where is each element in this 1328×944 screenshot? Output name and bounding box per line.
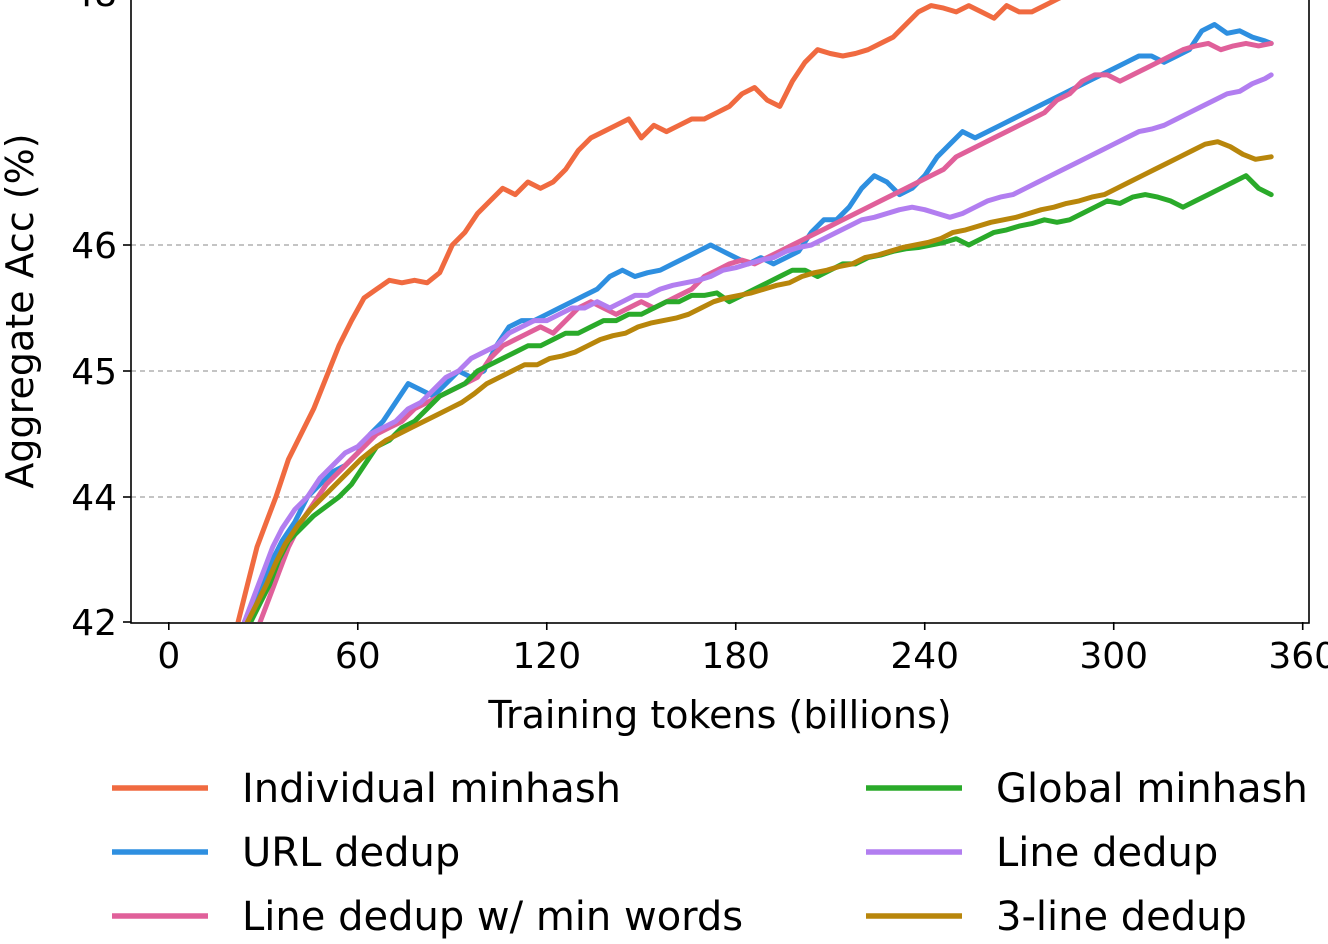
y-tick-label: 48 (71, 0, 117, 15)
x-axis: 0 60 120 180 240 300 360 (157, 622, 1328, 677)
y-axis-label: Aggregate Acc (%) (0, 133, 42, 488)
y-tick-label: 46 (71, 226, 117, 267)
x-tick-label: 180 (701, 636, 770, 677)
x-tick-label: 360 (1268, 636, 1328, 677)
x-tick-label: 240 (890, 636, 959, 677)
x-tick-label: 60 (335, 636, 381, 677)
x-tick-label: 120 (512, 636, 581, 677)
series-line-4 (241, 72, 1274, 622)
plot-area (235, 0, 1274, 622)
legend-label-0: Individual minhash (242, 766, 621, 812)
grid-lines (131, 244, 1309, 498)
x-tick-label: 0 (157, 636, 180, 677)
series-line-2 (257, 40, 1274, 622)
x-axis-label: Training tokens (billions) (487, 693, 951, 737)
y-axis: 42 44 45 46 48 (71, 0, 131, 644)
y-tick-label: 45 (71, 352, 117, 393)
x-tick-label: 300 (1079, 636, 1148, 677)
series-line-1 (241, 22, 1274, 622)
legend-label-4: Line dedup (996, 830, 1218, 876)
series-line-3 (248, 173, 1274, 622)
legend-label-3: Global minhash (996, 766, 1308, 812)
legend-label-1: URL dedup (242, 830, 460, 876)
legend-label-2: Line dedup w/ min words (242, 894, 743, 940)
y-tick-label: 44 (71, 478, 117, 519)
plot-frame (130, 0, 1310, 624)
legend: Individual minhash URL dedup Line dedup w/… (112, 766, 1308, 940)
series-line-0 (235, 0, 1062, 622)
series-line-5 (245, 139, 1274, 622)
legend-label-5: 3-line dedup (996, 894, 1247, 940)
y-tick-label: 42 (71, 603, 117, 644)
